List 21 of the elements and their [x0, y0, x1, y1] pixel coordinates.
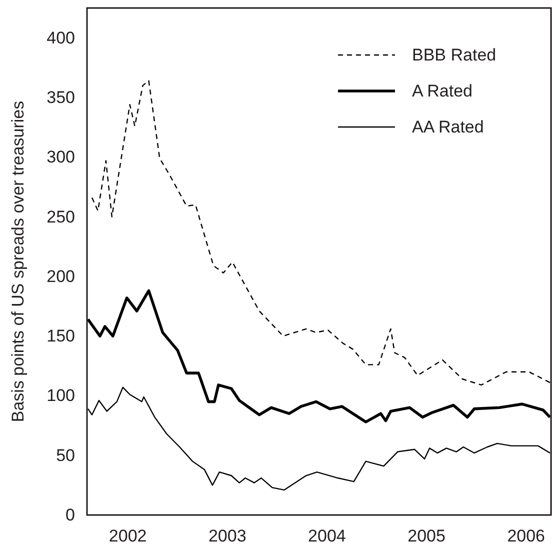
y-tick-label: 250 — [46, 207, 75, 226]
line-series — [91, 80, 551, 386]
x-tick-label: 2006 — [507, 526, 546, 546]
legend-label: AA Rated — [412, 118, 484, 136]
y-tick-label: 200 — [46, 266, 75, 286]
line-series — [86, 289, 552, 424]
legend-label: A Rated — [412, 82, 472, 100]
x-tick-label: 2004 — [308, 526, 346, 546]
y-axis-title: Basis points of US spreads over treasuries — [8, 100, 28, 422]
y-tick-label: 50 — [56, 446, 75, 465]
y-tick-label: 350 — [46, 88, 75, 107]
x-tick-label: 2005 — [408, 526, 446, 546]
y-tick-label: 300 — [46, 148, 75, 167]
y-tick-label: 150 — [46, 326, 75, 346]
x-tick-label: 2002 — [108, 526, 147, 546]
legend-label: BBB Rated — [412, 46, 496, 64]
line-series — [87, 386, 551, 491]
y-tick-label: 400 — [46, 28, 75, 48]
y-tick-label: 100 — [46, 386, 75, 406]
x-tick-label: 2003 — [208, 526, 246, 546]
y-tick-label: 0 — [66, 506, 75, 524]
